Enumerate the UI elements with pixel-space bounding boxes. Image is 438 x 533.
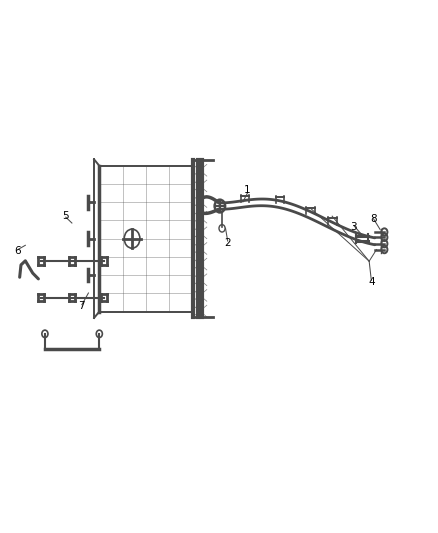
Text: 1: 1	[244, 184, 251, 195]
Text: 4: 4	[368, 277, 374, 287]
Text: 5: 5	[63, 211, 69, 221]
Text: 8: 8	[370, 214, 377, 224]
Text: 7: 7	[78, 301, 85, 311]
Text: 3: 3	[350, 222, 357, 232]
Text: 6: 6	[14, 246, 21, 256]
Bar	[99, 166, 193, 312]
Text: 2: 2	[224, 238, 231, 248]
